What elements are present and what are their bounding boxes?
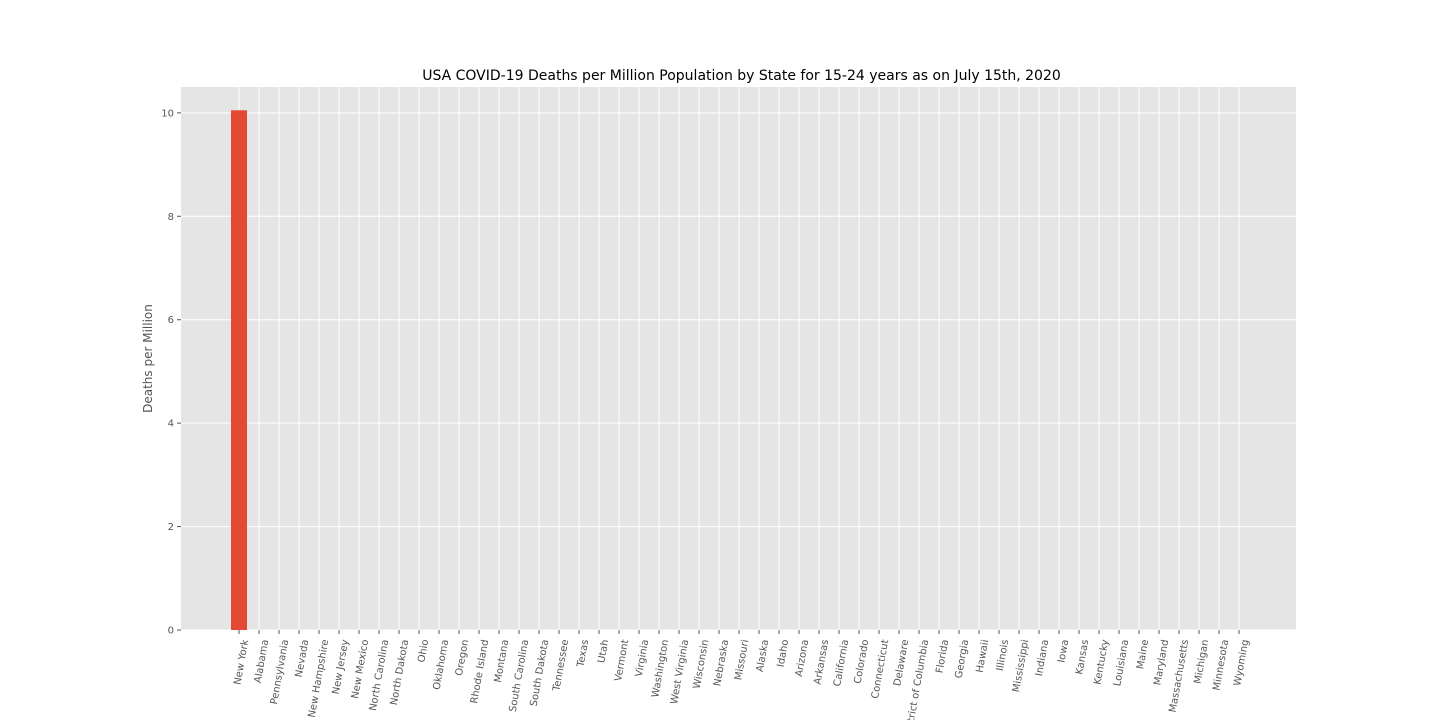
x-tick-label: Alabama	[253, 639, 271, 684]
y-tick-label: 6	[168, 315, 174, 326]
y-axis-ticks: 0 2 4 6 8 10	[161, 108, 181, 637]
x-tick-label: Oregon	[454, 639, 471, 677]
bar-new-york	[231, 110, 247, 631]
x-tick-label: Connecticut	[870, 639, 891, 700]
x-tick-label: Utah	[596, 639, 611, 664]
x-tick-label: Minnesota	[1211, 639, 1231, 692]
bars	[231, 110, 247, 631]
chart-title: USA COVID-19 Deaths per Million Populati…	[422, 68, 1061, 84]
x-tick-label: Missouri	[733, 639, 751, 681]
x-tick-label: South Carolina	[508, 639, 532, 713]
grid-lines	[181, 87, 1296, 631]
y-tick-label: 4	[168, 419, 174, 430]
x-tick-label: Louisiana	[1112, 639, 1131, 687]
x-tick-label: Maryland	[1152, 639, 1171, 687]
x-tick-label: Washington	[650, 639, 671, 699]
x-tick-label: Colorado	[853, 639, 872, 685]
y-axis-label: Deaths per Million	[141, 304, 155, 413]
x-tick-label: Illinois	[995, 639, 1011, 672]
x-tick-label: Maine	[1135, 639, 1151, 670]
x-tick-label: Vermont	[613, 639, 631, 683]
y-tick-label: 10	[161, 108, 174, 119]
x-tick-label: Hawaii	[975, 639, 992, 674]
x-tick-label: Georgia	[954, 639, 972, 680]
x-tick-label: Pennsylvania	[269, 639, 291, 706]
x-tick-label: Ohio	[416, 639, 431, 664]
x-tick-label: New York	[232, 639, 251, 686]
x-tick-label: South Dakota	[529, 639, 552, 708]
x-tick-label: Idaho	[776, 639, 792, 668]
x-tick-label: Michigan	[1193, 639, 1212, 685]
x-tick-label: New Jersey	[331, 639, 351, 696]
x-tick-label: Montana	[493, 639, 511, 684]
x-tick-label: California	[832, 639, 851, 688]
y-tick-label: 0	[168, 626, 174, 637]
x-tick-label: Arkansas	[813, 639, 832, 686]
x-tick-label: Tennessee	[551, 639, 571, 693]
y-tick-label: 2	[168, 522, 174, 533]
x-tick-label: Virginia	[634, 639, 651, 678]
x-tick-label: Nevada	[294, 639, 311, 678]
x-tick-label: Alaska	[755, 639, 772, 673]
x-tick-label: Rhode Island	[469, 639, 491, 705]
x-tick-label: Mississippi	[1011, 639, 1031, 693]
x-tick-label: Iowa	[1056, 639, 1071, 664]
x-tick-label: North Carolina	[368, 639, 391, 712]
x-tick-label: Florida	[935, 639, 952, 674]
x-tick-label: North Dakota	[389, 639, 411, 706]
y-tick-label: 8	[168, 212, 174, 223]
x-tick-label: Nebraska	[712, 639, 731, 687]
x-tick-label: Kentucky	[1092, 639, 1111, 686]
x-tick-label: Arizona	[794, 639, 811, 678]
x-tick-label: Wyoming	[1232, 639, 1251, 687]
x-tick-label: West Virginia	[669, 639, 691, 705]
x-tick-label: Indiana	[1034, 639, 1051, 677]
x-tick-label: Kansas	[1074, 639, 1091, 676]
x-tick-label: Oklahoma	[432, 639, 452, 691]
x-tick-label: Wisconsin	[692, 639, 712, 690]
x-tick-label: Delaware	[892, 639, 911, 687]
x-tick-label: Texas	[575, 639, 591, 669]
x-tick-label: Massachusetts	[1168, 639, 1192, 714]
x-tick-label: New Hampshire	[307, 639, 332, 719]
x-tick-label: New Mexico	[350, 639, 371, 700]
